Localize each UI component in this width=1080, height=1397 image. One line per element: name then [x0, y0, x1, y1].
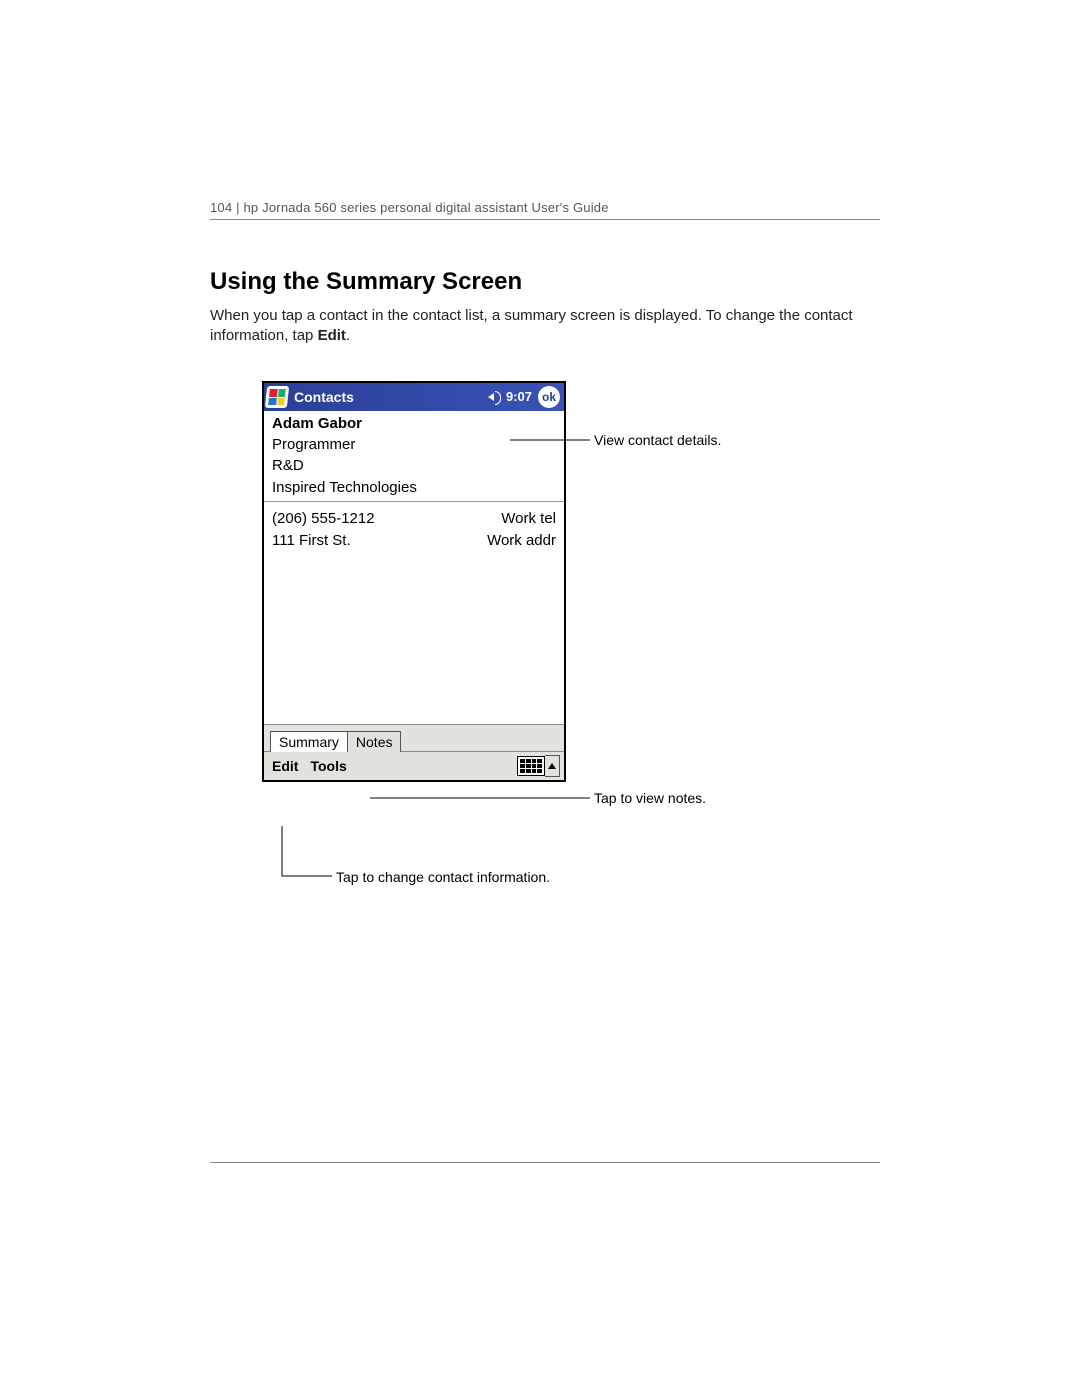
pda-screenshot: Contacts 9:07 ok Adam Gabor Programmer R…: [262, 381, 566, 782]
ok-button[interactable]: ok: [538, 386, 560, 408]
detail-label: Work tel: [501, 508, 556, 531]
callout-change-info: Tap to change contact information.: [336, 868, 550, 886]
detail-row: 111 First St. Work addr: [272, 530, 556, 553]
footer-rule: [210, 1162, 880, 1163]
detail-value: (206) 555-1212: [272, 508, 375, 531]
keyboard-icon[interactable]: [517, 756, 545, 776]
body-paragraph: When you tap a contact in the contact li…: [210, 306, 880, 347]
callout-view-details: View contact details.: [594, 431, 721, 449]
tab-notes[interactable]: Notes: [347, 731, 402, 752]
section-heading: Using the Summary Screen: [210, 268, 880, 296]
tools-menu[interactable]: Tools: [310, 758, 346, 774]
figure: Contacts 9:07 ok Adam Gabor Programmer R…: [210, 381, 880, 941]
detail-label: Work addr: [487, 530, 556, 553]
contact-details-block: (206) 555-1212 Work tel 111 First St. Wo…: [264, 502, 564, 724]
body-text-bold: Edit: [318, 327, 346, 344]
body-text-pre: When you tap a contact in the contact li…: [210, 307, 853, 344]
tab-summary[interactable]: Summary: [270, 731, 348, 752]
running-header: 104 | hp Jornada 560 series personal dig…: [210, 200, 880, 220]
start-icon[interactable]: [265, 386, 289, 408]
edit-menu[interactable]: Edit: [272, 758, 298, 774]
body-text-post: .: [346, 327, 350, 344]
detail-row: (206) 555-1212 Work tel: [272, 508, 556, 531]
pda-titlebar: Contacts 9:07 ok: [264, 383, 564, 411]
sip-arrow-icon[interactable]: [545, 755, 560, 777]
tab-strip: Summary Notes: [264, 724, 564, 751]
contact-header-block: Adam Gabor Programmer R&D Inspired Techn…: [264, 411, 564, 502]
clock: 9:07: [506, 389, 532, 404]
callout-view-notes: Tap to view notes.: [594, 789, 706, 807]
contact-dept: R&D: [272, 455, 556, 477]
command-bar: Edit Tools: [264, 751, 564, 780]
contact-company: Inspired Technologies: [272, 477, 556, 499]
detail-value: 111 First St.: [272, 530, 351, 553]
contact-name: Adam Gabor: [272, 415, 556, 432]
contact-role: Programmer: [272, 434, 556, 456]
volume-icon[interactable]: [488, 390, 502, 404]
app-title: Contacts: [294, 389, 488, 405]
